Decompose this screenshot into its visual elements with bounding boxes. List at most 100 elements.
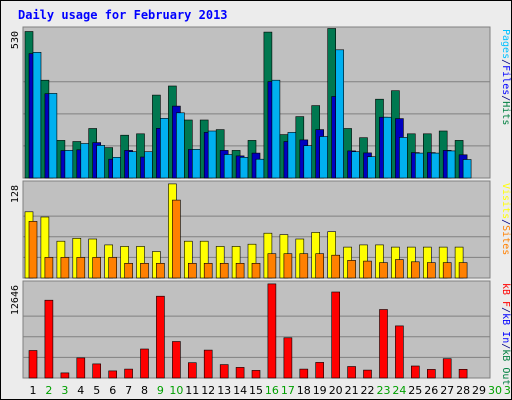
bar-kbytes-kb-f-day-18 — [299, 368, 309, 379]
bar-visits-sites-day-10 — [172, 199, 181, 279]
bar-hits-pages-day-13 — [223, 154, 233, 179]
bar-hits-pages-day-6 — [112, 157, 121, 179]
bar-kbytes-kb-f-day-24 — [395, 325, 404, 379]
bar-hits-pages-day-24 — [399, 137, 408, 179]
day-label-24: 24 — [392, 384, 406, 397]
bar-kbytes-kb-f-day-3 — [60, 372, 70, 379]
bar-kbytes-kb-f-day-21 — [347, 366, 356, 379]
bar-visits-sites-day-25 — [410, 261, 420, 279]
bar-kbytes-kb-f-day-22 — [363, 369, 372, 379]
bar-visits-sites-day-20 — [331, 254, 341, 279]
bar-kbytes-kb-f-day-2 — [44, 299, 54, 379]
legend-entry-hits-1: / — [500, 59, 511, 65]
day-label-31: 31 — [504, 384, 512, 397]
day-label-15: 15 — [249, 384, 263, 397]
day-label-20: 20 — [329, 384, 343, 397]
bar-hits-pages-day-23 — [383, 116, 392, 179]
legend-entry-kbytes-1: / — [500, 307, 511, 313]
day-label-3: 3 — [61, 384, 68, 397]
bar-kbytes-kb-f-day-12 — [203, 349, 213, 379]
bar-kbytes-kb-f-day-26 — [426, 369, 436, 379]
bar-hits-pages-day-21 — [351, 151, 360, 179]
legend-hits: Pages/Files/Hits — [500, 29, 511, 125]
bar-visits-sites-day-3 — [60, 257, 70, 279]
day-label-12: 12 — [201, 384, 215, 397]
day-label-21: 21 — [345, 384, 359, 397]
bar-hits-pages-day-18 — [303, 145, 313, 179]
day-label-9: 9 — [157, 384, 164, 397]
panel-kbytes — [22, 280, 491, 379]
legend-visits: Visits/Sites — [500, 183, 511, 255]
bar-visits-sites-day-8 — [140, 262, 149, 279]
legend-entry-kbytes-2: kB In — [500, 313, 511, 343]
legend-entry-kbytes-4: kB Out — [500, 349, 511, 385]
bar-kbytes-kb-f-day-7 — [124, 368, 133, 379]
legend-entry-hits-2: Files — [500, 65, 511, 95]
day-label-17: 17 — [281, 384, 295, 397]
bar-hits-pages-day-2 — [48, 93, 58, 179]
bar-kbytes-kb-f-day-11 — [188, 362, 197, 379]
bar-hits-pages-day-1 — [32, 51, 42, 179]
bar-visits-sites-day-28 — [458, 262, 468, 279]
day-label-13: 13 — [217, 384, 231, 397]
bar-visits-sites-day-19 — [315, 253, 325, 279]
bar-visits-sites-day-2 — [44, 257, 54, 279]
bar-kbytes-kb-f-day-1 — [28, 350, 38, 379]
legend-entry-visits-0: Visits — [500, 183, 511, 219]
legend-entry-visits-2: Sites — [500, 225, 511, 255]
day-label-1: 1 — [30, 384, 37, 397]
chart-title: Daily usage for February 2013 — [18, 8, 228, 22]
bar-kbytes-kb-f-day-23 — [379, 309, 388, 379]
bar-kbytes-kb-f-day-6 — [108, 370, 117, 379]
bar-hits-pages-day-25 — [414, 152, 424, 179]
bar-hits-pages-day-10 — [176, 112, 185, 179]
day-label-29: 29 — [472, 384, 486, 397]
bar-visits-sites-day-18 — [299, 253, 309, 279]
bar-hits-pages-day-16 — [271, 79, 281, 179]
bar-visits-sites-day-13 — [219, 262, 229, 279]
bar-visits-sites-day-23 — [379, 262, 388, 279]
day-label-5: 5 — [93, 384, 100, 397]
bar-visits-sites-day-9 — [156, 262, 165, 279]
bar-hits-pages-day-20 — [335, 49, 345, 179]
bar-visits-sites-day-11 — [188, 262, 197, 279]
bar-kbytes-kb-f-day-20 — [331, 291, 341, 379]
bar-kbytes-kb-f-day-13 — [219, 364, 229, 379]
bar-hits-pages-day-27 — [446, 150, 456, 179]
bar-hits-pages-day-17 — [287, 132, 297, 179]
bar-hits-pages-day-22 — [367, 156, 376, 179]
bar-visits-sites-day-22 — [363, 260, 372, 279]
legend-entry-kbytes-3: / — [500, 343, 511, 349]
bar-visits-sites-day-5 — [92, 257, 101, 279]
legend-entry-hits-0: Pages — [500, 29, 511, 59]
bar-hits-pages-day-9 — [160, 118, 169, 179]
bar-visits-sites-day-21 — [347, 260, 356, 279]
bar-kbytes-kb-f-day-28 — [458, 368, 468, 379]
bar-hits-pages-day-7 — [128, 151, 137, 179]
day-label-8: 8 — [141, 384, 148, 397]
bar-kbytes-kb-f-day-19 — [315, 362, 325, 379]
bar-visits-sites-day-24 — [395, 259, 404, 279]
day-label-7: 7 — [125, 384, 132, 397]
day-label-4: 4 — [77, 384, 84, 397]
day-label-11: 11 — [185, 384, 199, 397]
max-label-hits: 530 — [10, 31, 21, 49]
bar-hits-pages-day-28 — [462, 159, 472, 179]
bar-hits-pages-day-12 — [207, 130, 217, 179]
day-label-27: 27 — [440, 384, 454, 397]
day-label-14: 14 — [233, 384, 247, 397]
bar-hits-pages-day-3 — [64, 150, 74, 179]
day-label-6: 6 — [109, 384, 116, 397]
legend-entry-hits-4: Hits — [500, 101, 511, 125]
legend-kbytes: kB F/kB In/kB Out — [500, 283, 511, 385]
day-label-19: 19 — [313, 384, 327, 397]
bar-kbytes-kb-f-day-27 — [442, 358, 452, 379]
day-label-30: 30 — [488, 384, 502, 397]
bar-kbytes-kb-f-day-9 — [156, 295, 165, 379]
day-label-22: 22 — [361, 384, 375, 397]
bar-kbytes-kb-f-day-15 — [251, 370, 261, 379]
day-label-2: 2 — [45, 384, 52, 397]
day-label-26: 26 — [424, 384, 438, 397]
bar-hits-pages-day-4 — [80, 143, 90, 179]
